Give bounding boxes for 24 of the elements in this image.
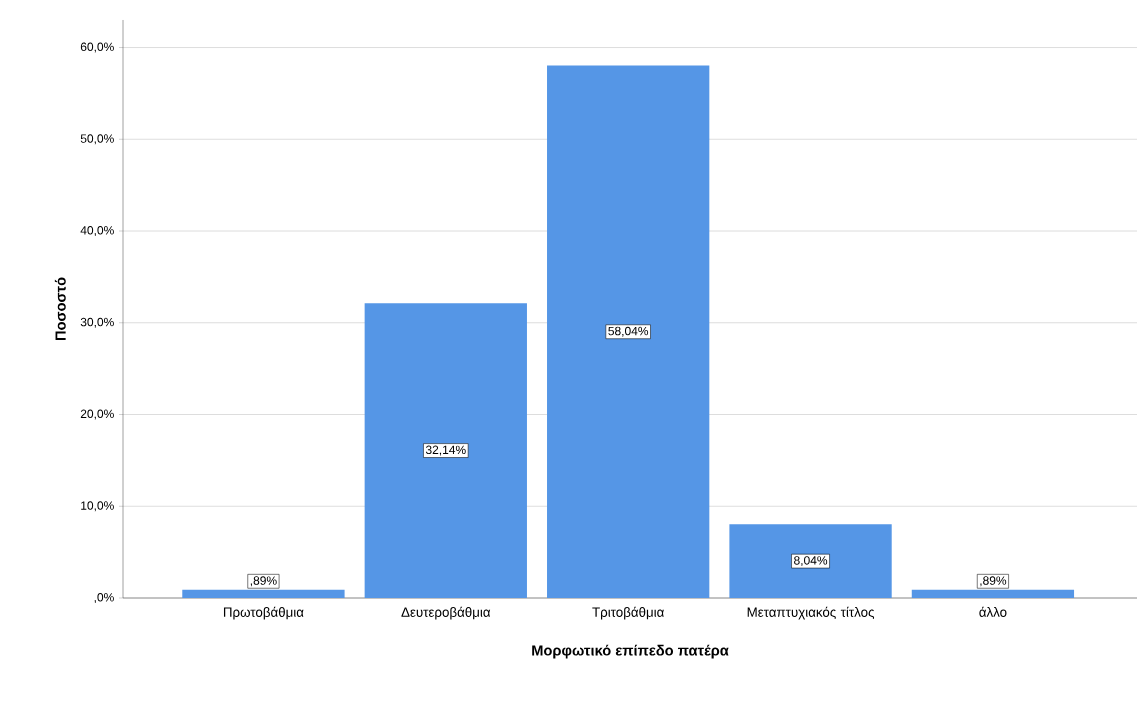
bar	[364, 303, 527, 598]
y-tick-label: ,0%	[94, 593, 114, 603]
y-axis-title: Ποσοστό	[54, 277, 66, 341]
x-tick-label: άλλο	[979, 606, 1007, 617]
x-tick-label: Μεταπτυχιακός τίτλος	[747, 606, 875, 620]
data-label: 8,04%	[794, 556, 828, 567]
bar	[729, 524, 892, 598]
data-label: 32,14%	[425, 445, 466, 456]
x-axis-title: Μορφωτικό επίπεδο πατέρα	[532, 644, 729, 659]
y-tick-label: 40,0%	[80, 226, 114, 236]
x-tick-label: Πρωτοβάθμια	[223, 606, 304, 620]
bar	[182, 589, 345, 598]
bar	[911, 589, 1075, 598]
y-tick-label: 20,0%	[80, 409, 114, 420]
y-tick-label: 30,0%	[80, 317, 114, 328]
y-tick-label: 50,0%	[80, 134, 114, 145]
data-label: 58,04%	[608, 326, 649, 337]
data-label: ,89%	[980, 576, 1007, 587]
data-label: ,89%	[250, 576, 277, 587]
x-tick-label: Δευτεροβάθμια	[401, 606, 491, 620]
y-tick-label: 60,0%	[80, 42, 114, 53]
y-tick-label: 10,0%	[81, 501, 114, 512]
bar	[547, 65, 710, 598]
x-tick-label: Τριτοβάθμια	[592, 606, 664, 620]
